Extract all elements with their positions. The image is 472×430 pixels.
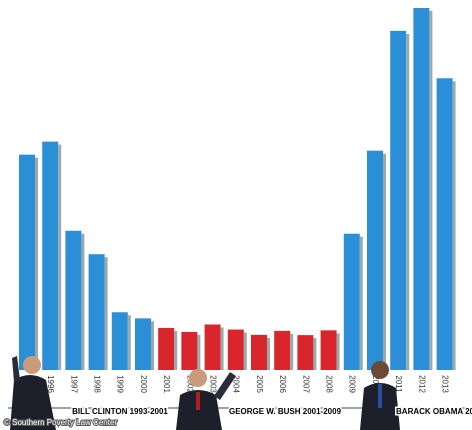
bar [251, 334, 267, 370]
bar-shadow [127, 315, 131, 370]
figure-obama [360, 361, 400, 430]
bar-shadow [174, 330, 178, 370]
bar-shadow [429, 11, 433, 370]
bar [42, 141, 59, 370]
bar-shadow [267, 337, 270, 370]
bar [320, 330, 337, 370]
bar [65, 230, 82, 370]
x-tick-label: 2007 [301, 375, 310, 393]
x-tick-label: 2013 [440, 375, 449, 393]
bar [158, 327, 175, 370]
x-tick-label: 2011 [394, 375, 403, 393]
bar [88, 254, 105, 370]
figure-clinton [10, 356, 56, 430]
x-tick-label: 1998 [92, 375, 101, 393]
x-tick-label: 2012 [417, 375, 426, 393]
bar-shadow [452, 81, 456, 370]
bar [297, 335, 314, 370]
bar [343, 233, 360, 370]
x-tick-label: 1997 [69, 375, 78, 393]
bar-shadow [58, 144, 62, 370]
x-tick-label: 1996 [46, 375, 55, 393]
bar-shadow [336, 333, 340, 370]
x-tick-label: 1999 [116, 375, 125, 393]
period-label: BILL CLINTON 1993-2001 [72, 407, 168, 416]
bar [19, 154, 35, 370]
bar [274, 330, 291, 370]
bar [181, 331, 198, 370]
bar-shadow [104, 257, 108, 370]
bar-shadow [220, 327, 224, 370]
source: © Southern Poverty Law Center [4, 418, 117, 427]
bar-shadow [290, 333, 294, 370]
x-tick-label: 2008 [324, 375, 333, 393]
bar-shadow [197, 334, 201, 370]
bar [204, 324, 221, 370]
x-tick-label: 2006 [278, 375, 287, 393]
bar-shadow [151, 321, 154, 370]
bar [390, 30, 407, 371]
period-label: BARACK OBAMA 20 [396, 407, 472, 416]
period-label: GEORGE W. BUSH 2001-2009 [229, 407, 342, 416]
figure-bush [176, 369, 236, 430]
x-tick-label: 2003 [208, 375, 217, 393]
bar [111, 312, 128, 370]
bar [135, 318, 151, 370]
bar-shadow [383, 153, 386, 370]
x-tick-label: 2002 [185, 375, 194, 393]
bar-shadow [313, 338, 317, 370]
bar [436, 78, 453, 370]
x-tick-label: 2004 [232, 375, 241, 393]
bar-shadow [359, 236, 363, 370]
x-tick-label: 2005 [255, 375, 264, 393]
bar [367, 150, 383, 370]
bar-shadow [243, 332, 247, 370]
bar-shadow [406, 33, 410, 371]
bar-shadow [81, 233, 85, 370]
bar [227, 329, 244, 370]
bar [413, 8, 430, 370]
x-tick-label: 2009 [348, 375, 357, 393]
x-tick-label: 2001 [162, 375, 171, 393]
x-tick-label: 2000 [139, 375, 148, 393]
bar-shadow [35, 157, 38, 370]
